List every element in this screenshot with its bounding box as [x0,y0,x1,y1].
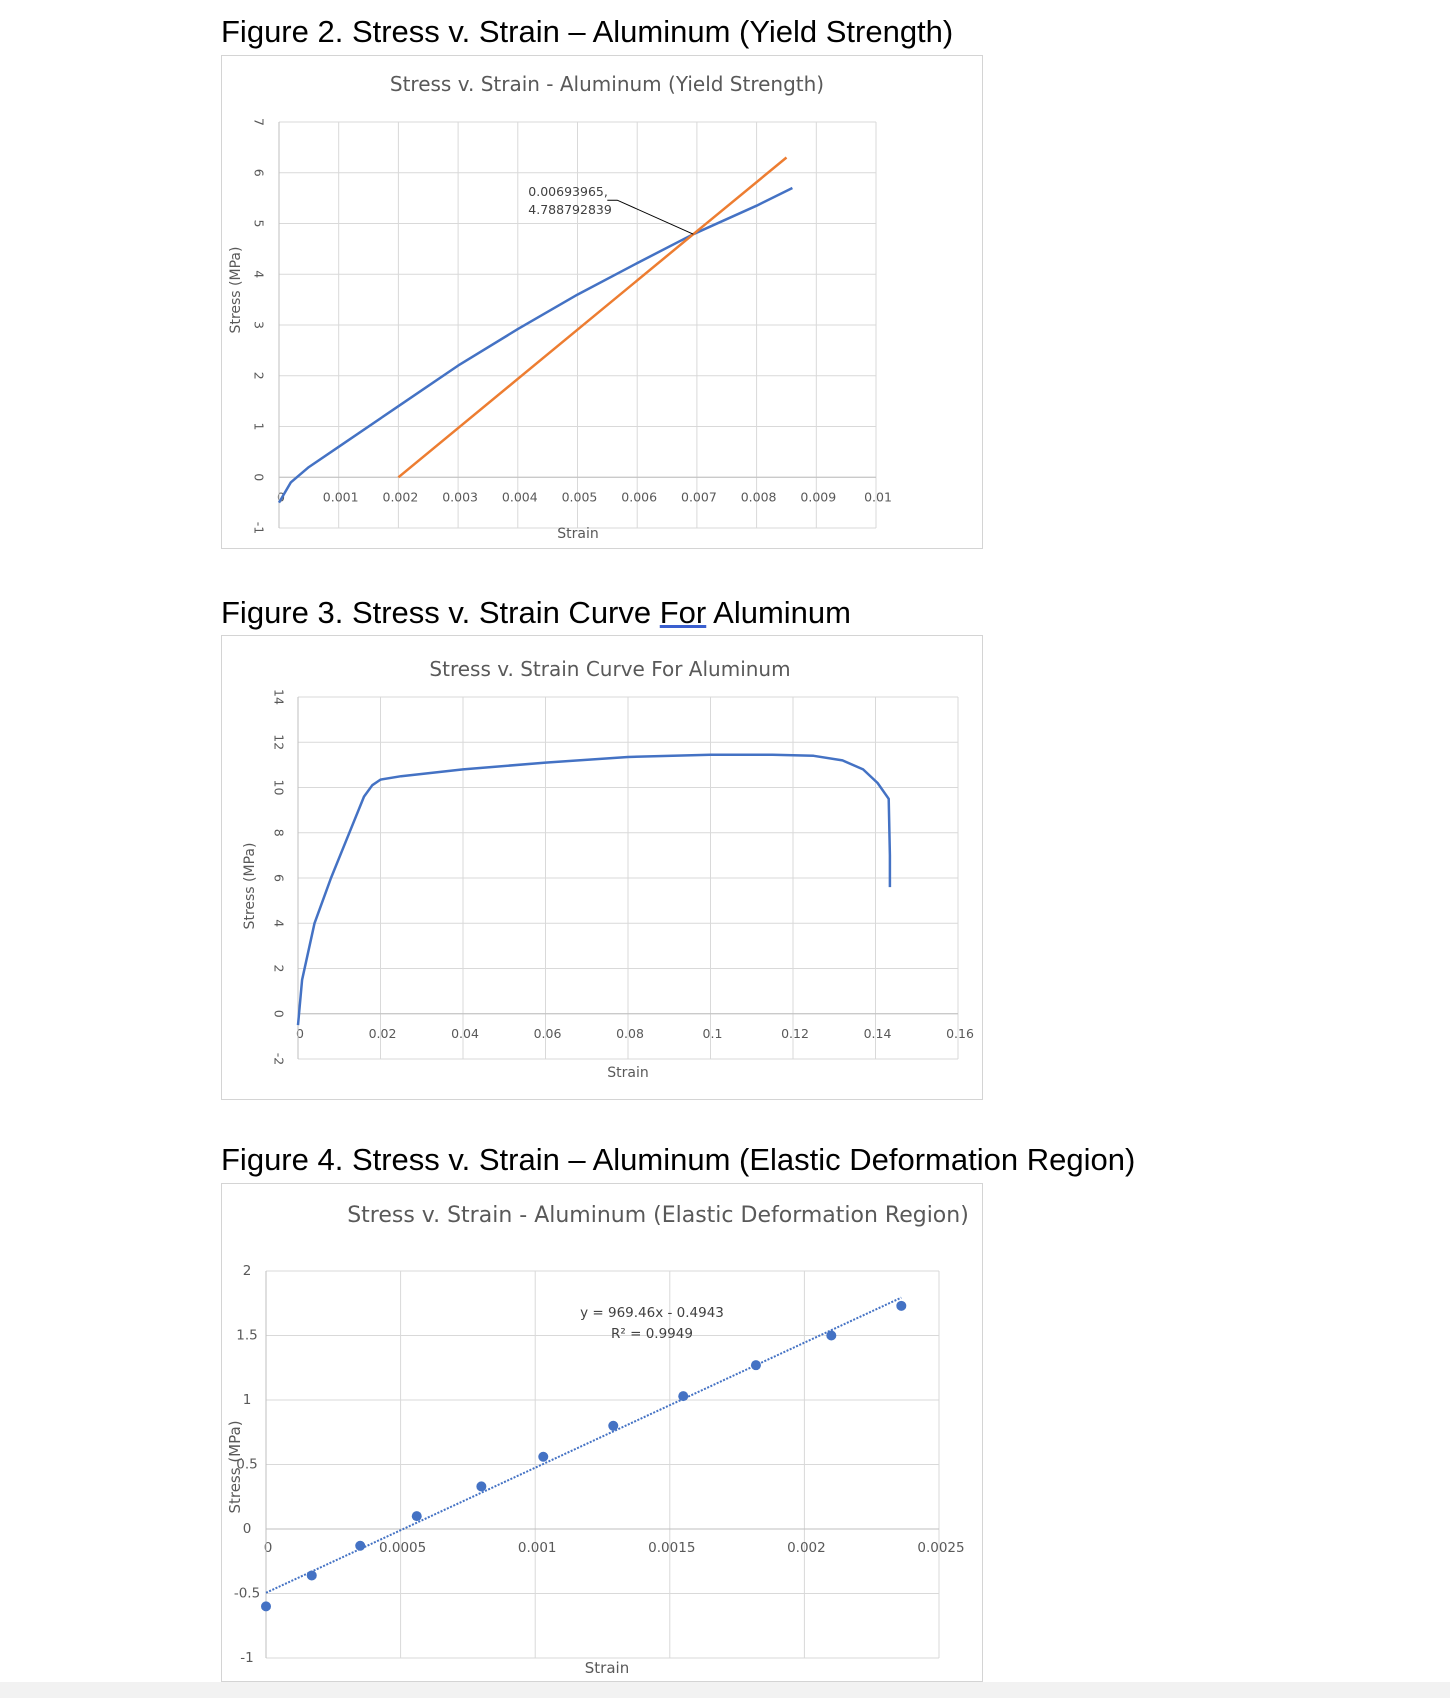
y-tick-label: 3 [252,321,267,329]
trendline-r-squared: R² = 0.9949 [611,1326,693,1342]
y-tick-label: 10 [272,780,287,796]
data-point [306,1570,317,1581]
y-tick-label: 2 [272,965,287,973]
x-tick-label: 0.008 [741,489,777,504]
y-tick-label: 0 [272,1010,287,1018]
x-tick-label: 0.009 [800,489,836,504]
y-tick-label: -2 [272,1053,287,1065]
chart-2-container: Stress v. Strain Curve For Aluminum -2 0 2 4… [221,635,983,1100]
data-point [608,1420,619,1431]
y-tick-label: 5 [252,220,267,228]
y-tick-label: 1 [243,1392,252,1408]
x-tick-label: 0.002 [383,489,419,504]
x-axis-label: Strain [585,1659,629,1677]
y-tick-label: 1 [252,423,267,431]
figure-2-heading: Figure 2. Stress v. Strain – Aluminum (Y… [221,14,954,49]
figure-4-heading: Figure 4. Stress v. Strain – Aluminum (E… [221,1142,1136,1177]
figure-3-heading-prefix: Figure 3. Stress v. Strain Curve [221,595,660,630]
y-tick-label: 2 [252,372,267,380]
chart-title: Stress v. Strain - Aluminum (Yield Stren… [390,72,824,96]
x-tick-label: 0.003 [442,489,478,504]
data-label-line-1: 0.00693965, [528,184,608,199]
x-tick-label: 0.002 [787,1540,826,1556]
y-tick-label: 6 [252,169,267,177]
chart-3-container: Stress v. Strain - Aluminum (Elastic Def… [221,1183,983,1682]
data-point [678,1391,689,1402]
data-point [261,1601,271,1612]
y-tick-label: 0.5 [236,1457,257,1473]
figure-3-heading-suffix: Aluminum [706,595,851,630]
data-point [411,1511,422,1522]
data-point [476,1481,487,1492]
data-point [750,1360,761,1371]
x-tick-label: 0.1 [703,1026,723,1041]
x-tick-label: 0.0005 [379,1540,426,1556]
trendline [265,1296,902,1594]
x-tick-label: 0.004 [502,489,538,504]
x-tick-label: 0.007 [681,489,717,504]
chart-2-svg: Stress v. Strain Curve For Aluminum -2 0 2 4… [242,657,974,1081]
data-point [538,1451,549,1462]
y-tick-label: 4 [252,270,267,278]
y-tick-label: 12 [272,734,287,750]
trendline-equation: y = 969.46x - 0.4943 [580,1305,724,1321]
chart-3-svg: Stress v. Strain - Aluminum (Elastic Def… [226,1203,969,1677]
chart-title: Stress v. Strain - Aluminum (Elastic Def… [347,1203,969,1228]
x-tick-label: 0.12 [781,1026,809,1041]
y-tick-label: 6 [272,874,287,882]
x-tick-label: 0.001 [518,1540,557,1556]
x-tick-label: 0.02 [369,1026,397,1041]
x-tick-label: 0.06 [534,1026,562,1041]
y-tick-label: 1.5 [236,1328,257,1344]
y-axis-label: Stress (MPa) [226,1420,244,1513]
data-point [896,1300,907,1311]
x-tick-label: 0.006 [621,489,657,504]
x-tick-label: 0.001 [323,489,359,504]
page-bottom-strip [0,1682,1450,1698]
x-tick-label: 0.005 [562,489,598,504]
x-tick-label: 0.08 [616,1026,644,1041]
chart-1-svg: Stress v. Strain - Aluminum (Yield Stren… [228,72,892,542]
chart-1-container: Stress v. Strain - Aluminum (Yield Stren… [221,55,983,549]
x-tick-label: 0 [264,1540,273,1556]
series-line-1 [296,753,892,1026]
series-line-1 [277,186,793,504]
y-axis-label: Stress (MPa) [242,843,258,930]
x-axis-label: Strain [557,526,598,542]
chart-title: Stress v. Strain Curve For Aluminum [429,657,790,681]
y-tick-label: 0 [252,473,267,481]
x-tick-label: 0.04 [451,1026,479,1041]
y-tick-label: 4 [272,919,287,927]
data-point [355,1540,366,1551]
y-tick-label: 8 [272,829,287,837]
annotation-leader-line [607,199,694,235]
y-tick-label: 2 [243,1263,252,1279]
figure-3-heading: Figure 3. Stress v. Strain Curve For Alu… [221,595,851,631]
y-tick-label: 14 [272,689,287,705]
x-axis-label: Strain [607,1065,648,1081]
y-axis-label: Stress (MPa) [228,247,244,334]
x-tick-label: 0.0015 [648,1540,695,1556]
x-tick-label: 0.14 [864,1026,892,1041]
data-point [826,1330,837,1341]
y-tick-label: -1 [240,1650,253,1666]
figure-3-heading-underlined: For [659,595,707,630]
x-tick-label: 0 [296,1026,304,1041]
data-label-line-2: 4.788792839 [528,202,612,217]
y-tick-label: -0.5 [234,1586,260,1602]
y-tick-label: -1 [252,522,267,534]
x-tick-label: 0.01 [864,489,892,504]
y-tick-label: 7 [252,118,267,126]
x-tick-label: 0.16 [946,1026,974,1041]
y-tick-label: 0 [243,1521,252,1537]
x-tick-label: 0.0025 [917,1540,964,1556]
